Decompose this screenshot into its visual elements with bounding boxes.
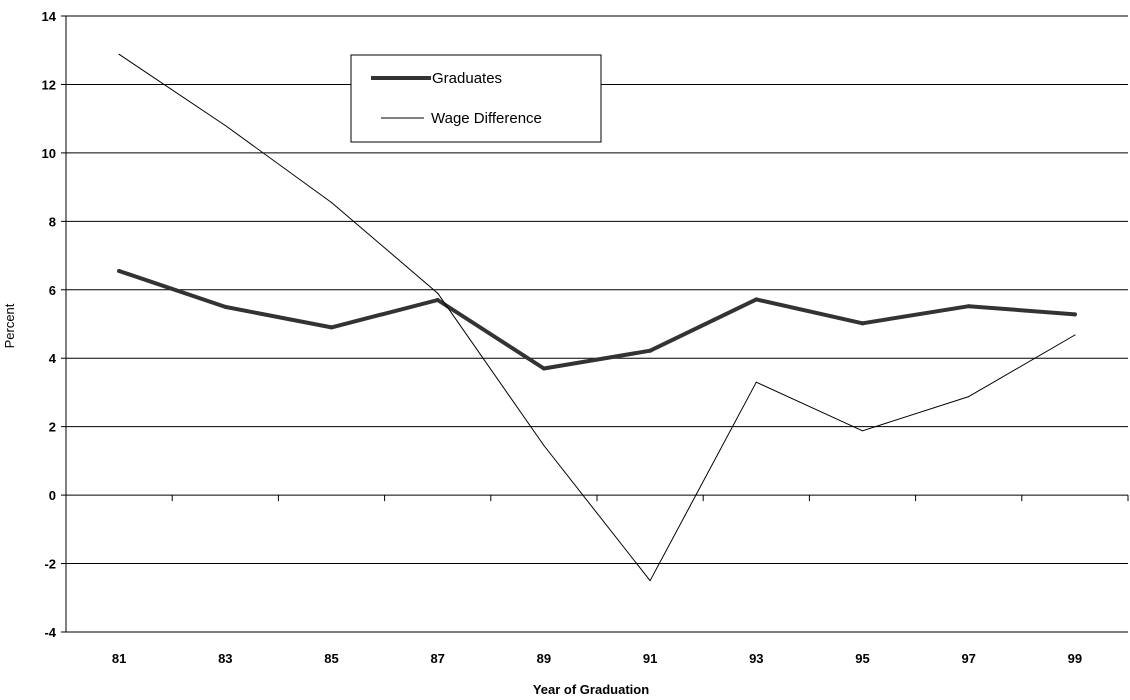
data-point	[648, 348, 653, 353]
legend-box	[350, 54, 602, 143]
y-tick-label: 14	[42, 9, 57, 24]
x-tick-label: 81	[112, 651, 126, 666]
y-tick-label: -2	[44, 557, 56, 572]
x-tick-label: 97	[961, 651, 975, 666]
data-point	[755, 381, 757, 383]
data-point	[118, 53, 120, 55]
series-line-wage-difference	[118, 53, 1076, 582]
legend-label-wage-difference: Wage Difference	[431, 110, 542, 127]
data-point	[541, 366, 546, 371]
y-tick-label: 8	[49, 214, 56, 229]
y-tick-label: 10	[42, 146, 56, 161]
data-point	[1072, 312, 1077, 317]
x-tick-label: 93	[749, 651, 763, 666]
x-tick-label: 83	[218, 651, 232, 666]
gridlines	[66, 15, 1128, 633]
data-point	[329, 325, 334, 330]
data-point	[331, 202, 332, 204]
data-point	[860, 321, 865, 326]
data-point	[223, 304, 228, 309]
y-tick-label: 6	[49, 283, 56, 298]
data-point	[862, 430, 863, 432]
y-axis-title: Percent	[2, 303, 17, 348]
y-tick-label: 12	[42, 77, 56, 92]
x-tick-label: 85	[324, 651, 338, 666]
x-tick-label: 95	[855, 651, 869, 666]
data-point	[966, 304, 971, 309]
series-line-graduates	[117, 269, 1077, 371]
legend: Graduates Wage Difference	[350, 54, 602, 143]
y-tick-label: 2	[49, 420, 56, 435]
legend-label-graduates: Graduates	[432, 70, 502, 87]
data-point	[649, 580, 651, 582]
x-tick-label: 99	[1068, 651, 1082, 666]
data-point	[1074, 334, 1076, 336]
data-point	[435, 298, 440, 303]
plot-series	[117, 53, 1077, 582]
y-tick-label: 4	[49, 351, 57, 366]
y-tick-label: -4	[44, 625, 56, 640]
data-point	[117, 268, 122, 273]
y-axis-ticks: -4 -2 0 2 4 6 8 10 12 14	[42, 9, 66, 640]
x-tick-label: 87	[430, 651, 444, 666]
y-tick-label: 0	[49, 488, 56, 503]
x-tick-label: 89	[537, 651, 551, 666]
x-axis-title: Year of Graduation	[533, 682, 649, 697]
data-point	[968, 396, 970, 398]
data-point	[543, 444, 545, 446]
data-point	[754, 297, 759, 302]
x-tick-label: 91	[643, 651, 657, 666]
x-axis: 81 83 85 87 89 91 93 95 97 99	[65, 16, 1129, 666]
data-point	[224, 125, 226, 127]
data-point	[437, 292, 439, 294]
